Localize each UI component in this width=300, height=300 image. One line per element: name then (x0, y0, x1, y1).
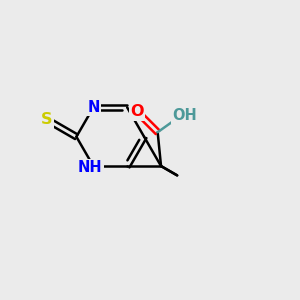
Text: NH: NH (78, 160, 103, 175)
Text: OH: OH (172, 108, 197, 123)
Text: O: O (130, 104, 144, 119)
Text: S: S (41, 112, 53, 127)
Text: N: N (87, 100, 100, 115)
